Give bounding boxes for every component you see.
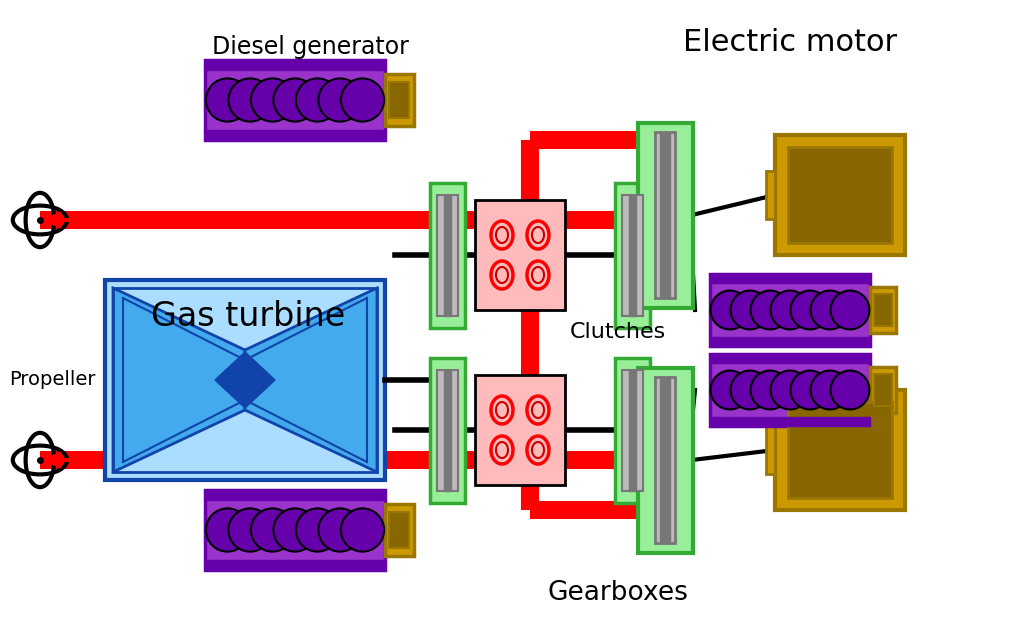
Text: Clutches: Clutches (570, 322, 666, 342)
Circle shape (341, 508, 384, 552)
Bar (637, 368, 693, 553)
Text: Gas turbine: Gas turbine (150, 300, 345, 333)
Bar (385, 74, 413, 126)
Polygon shape (215, 352, 275, 408)
Circle shape (810, 371, 849, 409)
Bar (437, 370, 458, 490)
Circle shape (831, 290, 870, 329)
Bar (661, 377, 670, 543)
Bar (766, 426, 775, 474)
Bar (775, 390, 905, 510)
Bar (622, 194, 643, 316)
Bar (655, 377, 675, 543)
Circle shape (730, 371, 769, 409)
Circle shape (206, 79, 249, 121)
Bar (105, 280, 385, 480)
Circle shape (810, 290, 849, 329)
Bar (390, 512, 409, 548)
Bar (385, 504, 413, 556)
Bar (205, 490, 385, 500)
Bar (430, 358, 465, 503)
Bar (437, 194, 458, 316)
Bar (637, 123, 693, 308)
Bar (874, 293, 892, 326)
Bar (661, 132, 670, 298)
Bar (775, 135, 905, 255)
Circle shape (770, 290, 809, 329)
Bar (710, 274, 870, 346)
Circle shape (296, 79, 339, 121)
Circle shape (228, 79, 271, 121)
Bar (390, 82, 409, 118)
Text: Electric motor: Electric motor (683, 28, 897, 57)
Bar (766, 171, 775, 219)
Bar (788, 147, 892, 243)
Circle shape (751, 290, 790, 329)
Bar (205, 60, 385, 71)
Bar (710, 417, 870, 426)
Bar (710, 354, 870, 426)
Bar (615, 183, 650, 327)
Bar (205, 129, 385, 140)
Circle shape (831, 371, 870, 409)
Circle shape (791, 371, 830, 409)
Circle shape (206, 508, 249, 552)
Circle shape (251, 79, 294, 121)
Text: Diesel generator: Diesel generator (212, 35, 408, 59)
Circle shape (341, 79, 384, 121)
Bar (430, 183, 465, 327)
Bar (629, 194, 636, 316)
Bar (475, 200, 565, 310)
Bar (870, 366, 895, 413)
Circle shape (296, 508, 339, 552)
Bar (205, 560, 385, 570)
Circle shape (273, 79, 316, 121)
Bar (629, 370, 636, 490)
Circle shape (318, 508, 361, 552)
Circle shape (251, 508, 294, 552)
Polygon shape (244, 288, 377, 472)
Bar (622, 370, 643, 490)
Bar (710, 337, 870, 346)
Bar (874, 374, 892, 407)
Text: Propeller: Propeller (9, 370, 95, 389)
Bar (444, 194, 451, 316)
Bar (870, 287, 895, 334)
Bar (444, 370, 451, 490)
Circle shape (730, 290, 769, 329)
Bar (710, 274, 870, 284)
Circle shape (318, 79, 361, 121)
Bar (205, 490, 385, 570)
Text: Gearboxes: Gearboxes (547, 580, 688, 606)
Bar (205, 60, 385, 140)
Circle shape (273, 508, 316, 552)
Circle shape (711, 371, 750, 409)
Bar (615, 358, 650, 503)
Circle shape (711, 290, 750, 329)
Polygon shape (113, 288, 244, 472)
Bar (475, 375, 565, 485)
Bar (788, 402, 892, 498)
Circle shape (791, 290, 830, 329)
Circle shape (770, 371, 809, 409)
Bar (710, 354, 870, 363)
Bar (655, 132, 675, 298)
Circle shape (228, 508, 271, 552)
Circle shape (751, 371, 790, 409)
